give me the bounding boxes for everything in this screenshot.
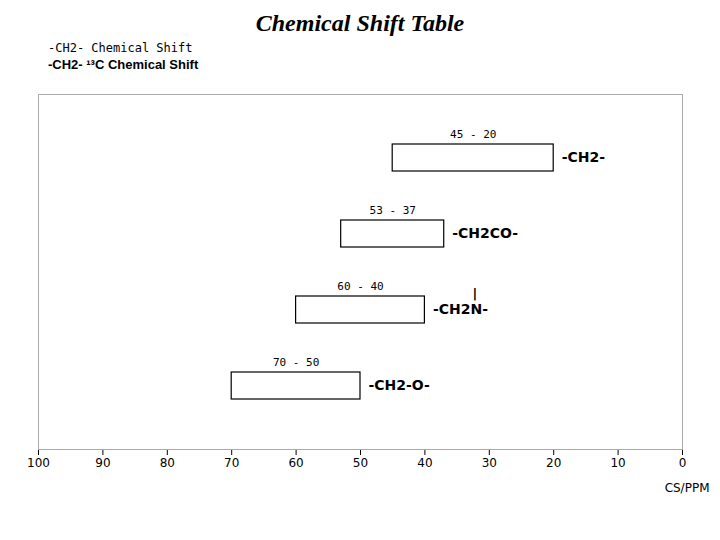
svg-text:-CH2-O-: -CH2-O- [369,377,431,393]
svg-text:CS/PPM: CS/PPM [665,481,710,495]
svg-text:100: 100 [27,456,50,470]
html-text:Chemical Shift Table: Chemical Shift Table [255,10,465,36]
svg-text:53 - 37: 53 - 37 [370,204,416,217]
svg-text:90: 90 [95,456,110,470]
svg-text:80: 80 [160,456,175,470]
html-text:-CH2- ¹³C Chemical Shift: -CH2- ¹³C Chemical Shift [48,57,199,72]
svg-text:-CH2N-: -CH2N- [433,301,488,317]
svg-text:10: 10 [610,456,625,470]
svg-text:-CH2CO-: -CH2CO- [452,225,518,241]
svg-text:45 - 20: 45 - 20 [450,128,496,141]
svg-text:60: 60 [288,456,303,470]
svg-text:70 - 50: 70 - 50 [273,356,319,369]
svg-text:30: 30 [482,456,497,470]
svg-text:-CH2-: -CH2- [562,149,606,165]
svg-text:40: 40 [417,456,432,470]
svg-text:|: | [473,286,478,301]
svg-text:50: 50 [353,456,368,470]
html-text:-CH2- Chemical Shift: -CH2- Chemical Shift [48,41,193,55]
svg-text:60 - 40: 60 - 40 [337,280,383,293]
svg-text:20: 20 [546,456,561,470]
svg-text:0: 0 [679,456,687,470]
svg-text:70: 70 [224,456,239,470]
